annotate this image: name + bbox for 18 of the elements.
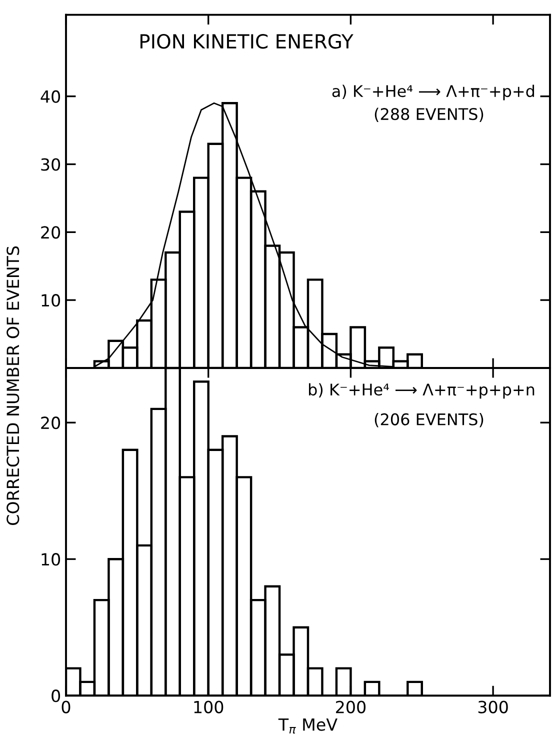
y-tick-label: 30 (41, 158, 60, 171)
x-axis-title: T$_{π}$ MeV (278, 718, 338, 734)
y-tick-label: 20 (41, 226, 60, 239)
annotation: b) K⁻+He⁴ ⟶ Λ+π⁻+p+p+n (308, 383, 534, 399)
x-tick-label: 0 (62, 700, 70, 714)
text: PION KINETIC ENERGY (140, 34, 354, 49)
annotation: a) K⁻+He⁴ ⟶ Λ+π⁻+p+d (332, 84, 534, 100)
y-tick-label: 0 (52, 690, 60, 702)
x-tick-label: 100 (194, 700, 224, 714)
y-tick-label: 40 (40, 90, 60, 103)
y-tick-label: 10 (42, 553, 60, 566)
y-tick-label: 20 (41, 416, 60, 430)
y-axis-title: CORRECTED NUMBER OF EVENTS (6, 246, 20, 525)
annotation: (206 EVENTS) (374, 413, 484, 428)
y-tick-label: 10 (42, 294, 60, 307)
annotation: (288 EVENTS) (374, 108, 484, 122)
x-tick-label: 300 (478, 700, 508, 714)
x-tick-label: 200 (336, 700, 366, 714)
